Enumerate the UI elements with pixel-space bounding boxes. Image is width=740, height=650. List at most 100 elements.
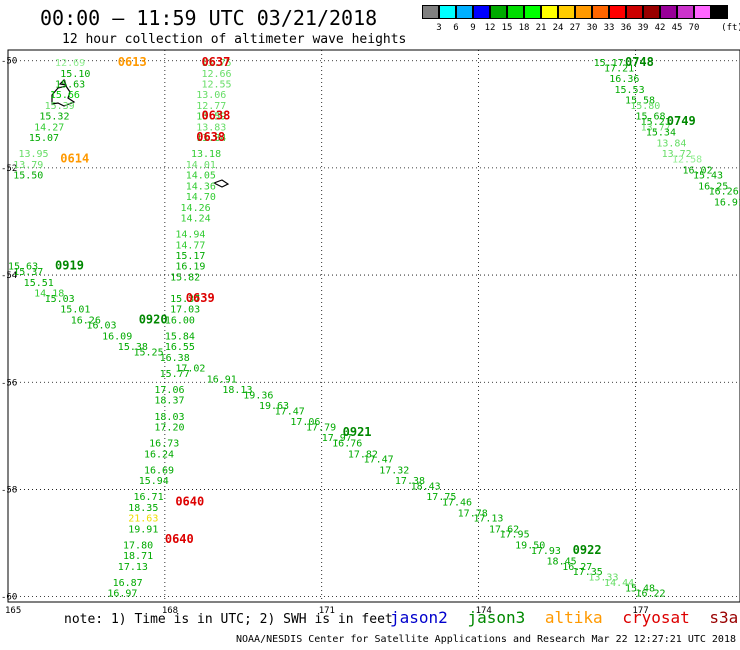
wave-height-value: 15.43 bbox=[693, 171, 723, 182]
wave-height-value: 17.06 bbox=[154, 385, 184, 396]
wave-height-value: 16.73 bbox=[149, 439, 179, 450]
pass-time-label: 0919 bbox=[55, 259, 84, 273]
wave-height-value: 14.77 bbox=[175, 240, 205, 251]
wave-height-value: 16.03 bbox=[86, 321, 116, 332]
colorbar-tick-label: 18 bbox=[518, 23, 530, 33]
colorbar-tick-label: 6 bbox=[453, 23, 459, 33]
wave-height-value: 17.46 bbox=[442, 498, 472, 509]
wave-height-value: 15.34 bbox=[646, 128, 676, 139]
pass-time-label: 0638 bbox=[196, 130, 225, 144]
wave-height-value: 15.38 bbox=[118, 342, 148, 353]
wave-height-value: 13.77 bbox=[641, 122, 671, 133]
wave-height-value: 15.63 bbox=[8, 262, 38, 273]
wave-height-value: 18.37 bbox=[154, 396, 184, 407]
wave-height-value: 14.26 bbox=[181, 203, 211, 214]
wave-height-value: 17.13 bbox=[473, 514, 503, 525]
footer-timestamp: Mar 22 12:27:21 UTC 2018 bbox=[591, 634, 737, 645]
pass-time-label: 0921 bbox=[343, 425, 372, 439]
colorbar-tick-label: 39 bbox=[637, 23, 649, 33]
colorbar-swatch bbox=[439, 5, 456, 19]
colorbar-swatch bbox=[558, 5, 575, 19]
wave-height-value: 15.32 bbox=[39, 112, 69, 123]
legend-jason2: jason2 bbox=[390, 608, 448, 627]
wave-height-value: 16.24 bbox=[144, 449, 174, 460]
wave-height-value: 19.91 bbox=[128, 524, 158, 535]
island-landmass bbox=[51, 78, 76, 107]
wave-height-value: 16.87 bbox=[113, 578, 143, 589]
colorbar-swatch bbox=[524, 5, 541, 19]
colorbar-tick-label: 27 bbox=[569, 23, 581, 33]
y-tick-label: -54 bbox=[1, 271, 17, 281]
wave-height-value: 19.36 bbox=[243, 390, 273, 401]
y-tick-label: -50 bbox=[1, 57, 17, 67]
wave-height-value: 15.51 bbox=[24, 278, 54, 289]
colorbar-swatch bbox=[490, 5, 507, 19]
pass-time-labels: 0613 0614 0637 0638 0638 0639 0640 0640 0748 0749… bbox=[55, 55, 696, 557]
wave-height-value: 16.71 bbox=[133, 492, 163, 503]
wave-height-value: 15.53 bbox=[615, 85, 645, 96]
colorbar-swatch bbox=[626, 5, 643, 19]
wave-height-value: 17.62 bbox=[489, 524, 519, 535]
wave-height-value: 14.18 bbox=[34, 289, 64, 300]
wave-height-value: 15.82 bbox=[170, 272, 200, 283]
wave-height-value: 12.55 bbox=[201, 80, 231, 91]
wave-height-value: 13.84 bbox=[656, 138, 686, 149]
wave-height-value: 16.27 bbox=[562, 562, 592, 573]
colorbar-swatch bbox=[575, 5, 592, 19]
colorbar-tick-label: 45 bbox=[671, 23, 683, 33]
legend-s3a: s3a bbox=[709, 608, 739, 627]
wave-height-value: 13.72 bbox=[662, 149, 692, 160]
axis-labels: 165 168 171 174 177 -50 -52 -54 -56 -58 -60 bbox=[1, 57, 649, 616]
wave-height-value: 14.27 bbox=[34, 122, 64, 133]
colorbar-tick-label: 21 bbox=[535, 23, 547, 33]
wave-height-value: 15.21 bbox=[641, 117, 671, 128]
colorbar-swatch bbox=[592, 5, 609, 19]
colorbar-swatch bbox=[507, 5, 524, 19]
wave-height-value: 19.63 bbox=[259, 401, 289, 412]
page-subtitle: 12 hour collection of altimeter wave hei… bbox=[62, 32, 407, 47]
wave-height-value: 17.13 bbox=[118, 562, 148, 573]
colorbar-tick-label: 24 bbox=[552, 23, 564, 33]
colorbar-tick-label: 3 bbox=[436, 23, 442, 33]
wave-height-value: 16.76 bbox=[332, 439, 362, 450]
wave-height-value: 14.44 bbox=[604, 578, 634, 589]
wave-height-value: 14.05 bbox=[186, 171, 216, 182]
colorbar-tick-label: 15 bbox=[501, 23, 513, 33]
legend-cryosat: cryosat bbox=[622, 608, 690, 627]
wave-height-value: 18.03 bbox=[154, 412, 184, 423]
wave-height-value: 17.35 bbox=[573, 567, 603, 578]
colorbar-tick-label: 12 bbox=[484, 23, 496, 33]
wave-height-value: 17.32 bbox=[379, 465, 409, 476]
wave-height-value: 17.75 bbox=[426, 492, 456, 503]
wave-height-value: 15.01 bbox=[60, 305, 90, 316]
wave-height-value: 19.50 bbox=[515, 540, 545, 551]
wave-height-value: 13.84 bbox=[196, 133, 226, 144]
wave-height-value: 16.26 bbox=[71, 315, 101, 326]
wave-height-value: 15.37 bbox=[170, 294, 200, 305]
wave-height-value: 15.25 bbox=[133, 347, 163, 358]
y-tick-label: -56 bbox=[1, 378, 17, 388]
wave-height-value: 17.82 bbox=[348, 449, 378, 460]
wave-height-value: 15.03 bbox=[45, 294, 75, 305]
wave-height-value: 13.95 bbox=[18, 149, 48, 160]
wave-height-value: 15.37 bbox=[13, 267, 43, 278]
legend-jason3: jason3 bbox=[467, 608, 526, 627]
x-tick-label: 177 bbox=[632, 606, 648, 616]
colorbar-tick-label: 42 bbox=[654, 23, 666, 33]
wave-height-value: 16.00 bbox=[165, 315, 195, 326]
wave-height-value: 16.25 bbox=[698, 181, 728, 192]
wave-height-value: 16.36 bbox=[609, 74, 639, 85]
map-grid bbox=[7, 50, 740, 602]
wave-height-value: 16.09 bbox=[102, 331, 132, 342]
wave-height-value: 15.84 bbox=[165, 331, 195, 342]
wave-height-value: 17.95 bbox=[499, 530, 529, 541]
colorbar-swatch bbox=[643, 5, 660, 19]
wave-height-value: 16.97 bbox=[107, 589, 137, 600]
wave-height-value: 13.75 bbox=[201, 58, 231, 69]
wave-height-value: 12.77 bbox=[196, 101, 226, 112]
wave-height-value: 14.70 bbox=[186, 192, 216, 203]
island-shapes bbox=[51, 78, 230, 188]
wave-height-value: 18.35 bbox=[128, 503, 158, 514]
y-tick-label: -52 bbox=[1, 164, 17, 174]
